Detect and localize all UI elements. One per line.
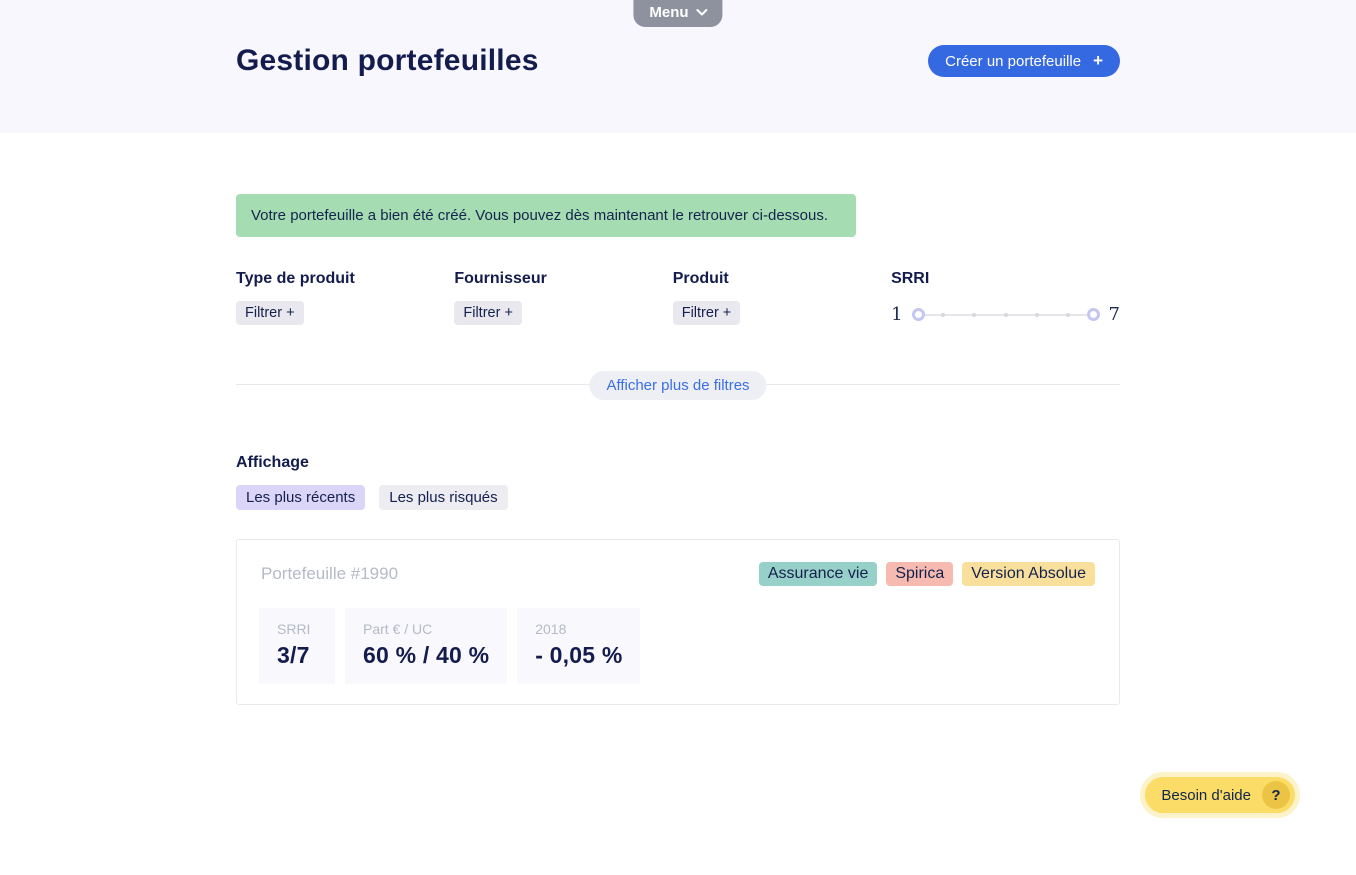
srri-min-value: 1	[891, 304, 903, 325]
tag-spirica: Spirica	[886, 562, 954, 586]
srri-tick	[972, 312, 977, 317]
filter-button-product-type[interactable]: Filtrer +	[236, 301, 304, 325]
display-options: Les plus récents Les plus risqués	[236, 485, 1120, 510]
stat-part-euro-uc: Part € / UC 60 % / 40 %	[345, 608, 508, 684]
display-option-most-recent[interactable]: Les plus récents	[236, 485, 366, 510]
chevron-down-icon	[696, 9, 708, 16]
help-button[interactable]: Besoin d'aide ?	[1140, 772, 1300, 818]
create-portfolio-button[interactable]: Créer un portefeuille +	[928, 45, 1120, 77]
more-filters-button[interactable]: Afficher plus de filtres	[589, 371, 767, 400]
filters-section: Type de produit Filtrer + Fournisseur Fi…	[236, 270, 1120, 325]
filter-label: Fournisseur	[454, 270, 547, 287]
srri-slider-handle-min[interactable]	[911, 308, 925, 321]
srri-tick	[1003, 312, 1008, 317]
create-portfolio-label: Créer un portefeuille	[945, 52, 1082, 70]
stat-srri: SRRI 3/7	[259, 608, 335, 684]
question-mark-icon: ?	[1262, 781, 1290, 809]
srri-slider[interactable]	[911, 308, 1100, 321]
stat-value: - 0,05 %	[535, 642, 623, 668]
display-label: Affichage	[236, 454, 309, 471]
filter-button-supplier[interactable]: Filtrer +	[454, 301, 522, 325]
srri-tick	[1066, 312, 1071, 317]
srri-max-value: 7	[1108, 304, 1120, 325]
page-title: Gestion portefeuilles	[236, 44, 539, 77]
display-option-most-risky[interactable]: Les plus risqués	[379, 485, 508, 510]
stat-label: SRRI	[277, 621, 311, 637]
stat-label: Part € / UC	[363, 621, 433, 637]
plus-icon: +	[1093, 50, 1103, 70]
portfolio-tags: Assurance vie Spirica Version Absolue	[758, 562, 1095, 586]
portfolio-card[interactable]: Portefeuille #1990 Assurance vie Spirica…	[236, 539, 1120, 705]
success-banner: Votre portefeuille a bien été créé. Vous…	[236, 194, 856, 237]
stat-value: 3/7	[277, 642, 310, 668]
portfolio-card-header: Portefeuille #1990 Assurance vie Spirica…	[259, 562, 1097, 586]
srri-tick	[1034, 312, 1039, 317]
display-section: Affichage Les plus récents Les plus risq…	[236, 454, 1120, 510]
filter-group-srri: SRRI 1 7	[891, 270, 1120, 325]
help-button-label: Besoin d'aide	[1161, 786, 1251, 804]
stat-2018-performance: 2018 - 0,05 %	[517, 608, 641, 684]
srri-label: SRRI	[891, 270, 930, 287]
portfolio-stats: SRRI 3/7 Part € / UC 60 % / 40 % 2018 - …	[259, 608, 1097, 684]
filters-divider: Afficher plus de filtres	[236, 371, 1120, 400]
stat-label: 2018	[535, 621, 567, 637]
tag-version-absolue: Version Absolue	[962, 562, 1095, 586]
filter-label: Type de produit	[236, 270, 355, 287]
filter-group-product: Produit Filtrer +	[672, 270, 891, 325]
stat-value: 60 % / 40 %	[363, 642, 490, 668]
srri-slider-handle-max[interactable]	[1086, 308, 1100, 321]
menu-button[interactable]: Menu	[633, 0, 723, 27]
filter-group-product-type: Type de produit Filtrer +	[236, 270, 454, 325]
filter-label: Produit	[672, 270, 729, 287]
menu-button-label: Menu	[649, 4, 689, 21]
portfolio-title: Portefeuille #1990	[261, 564, 399, 583]
srri-slider-row: 1 7	[891, 304, 1120, 325]
main-content: Votre portefeuille a bien été créé. Vous…	[236, 194, 1120, 705]
tag-assurance-vie: Assurance vie	[758, 562, 878, 586]
filter-button-product[interactable]: Filtrer +	[672, 301, 741, 325]
srri-tick	[940, 312, 945, 317]
filter-group-supplier: Fournisseur Filtrer +	[454, 270, 672, 325]
